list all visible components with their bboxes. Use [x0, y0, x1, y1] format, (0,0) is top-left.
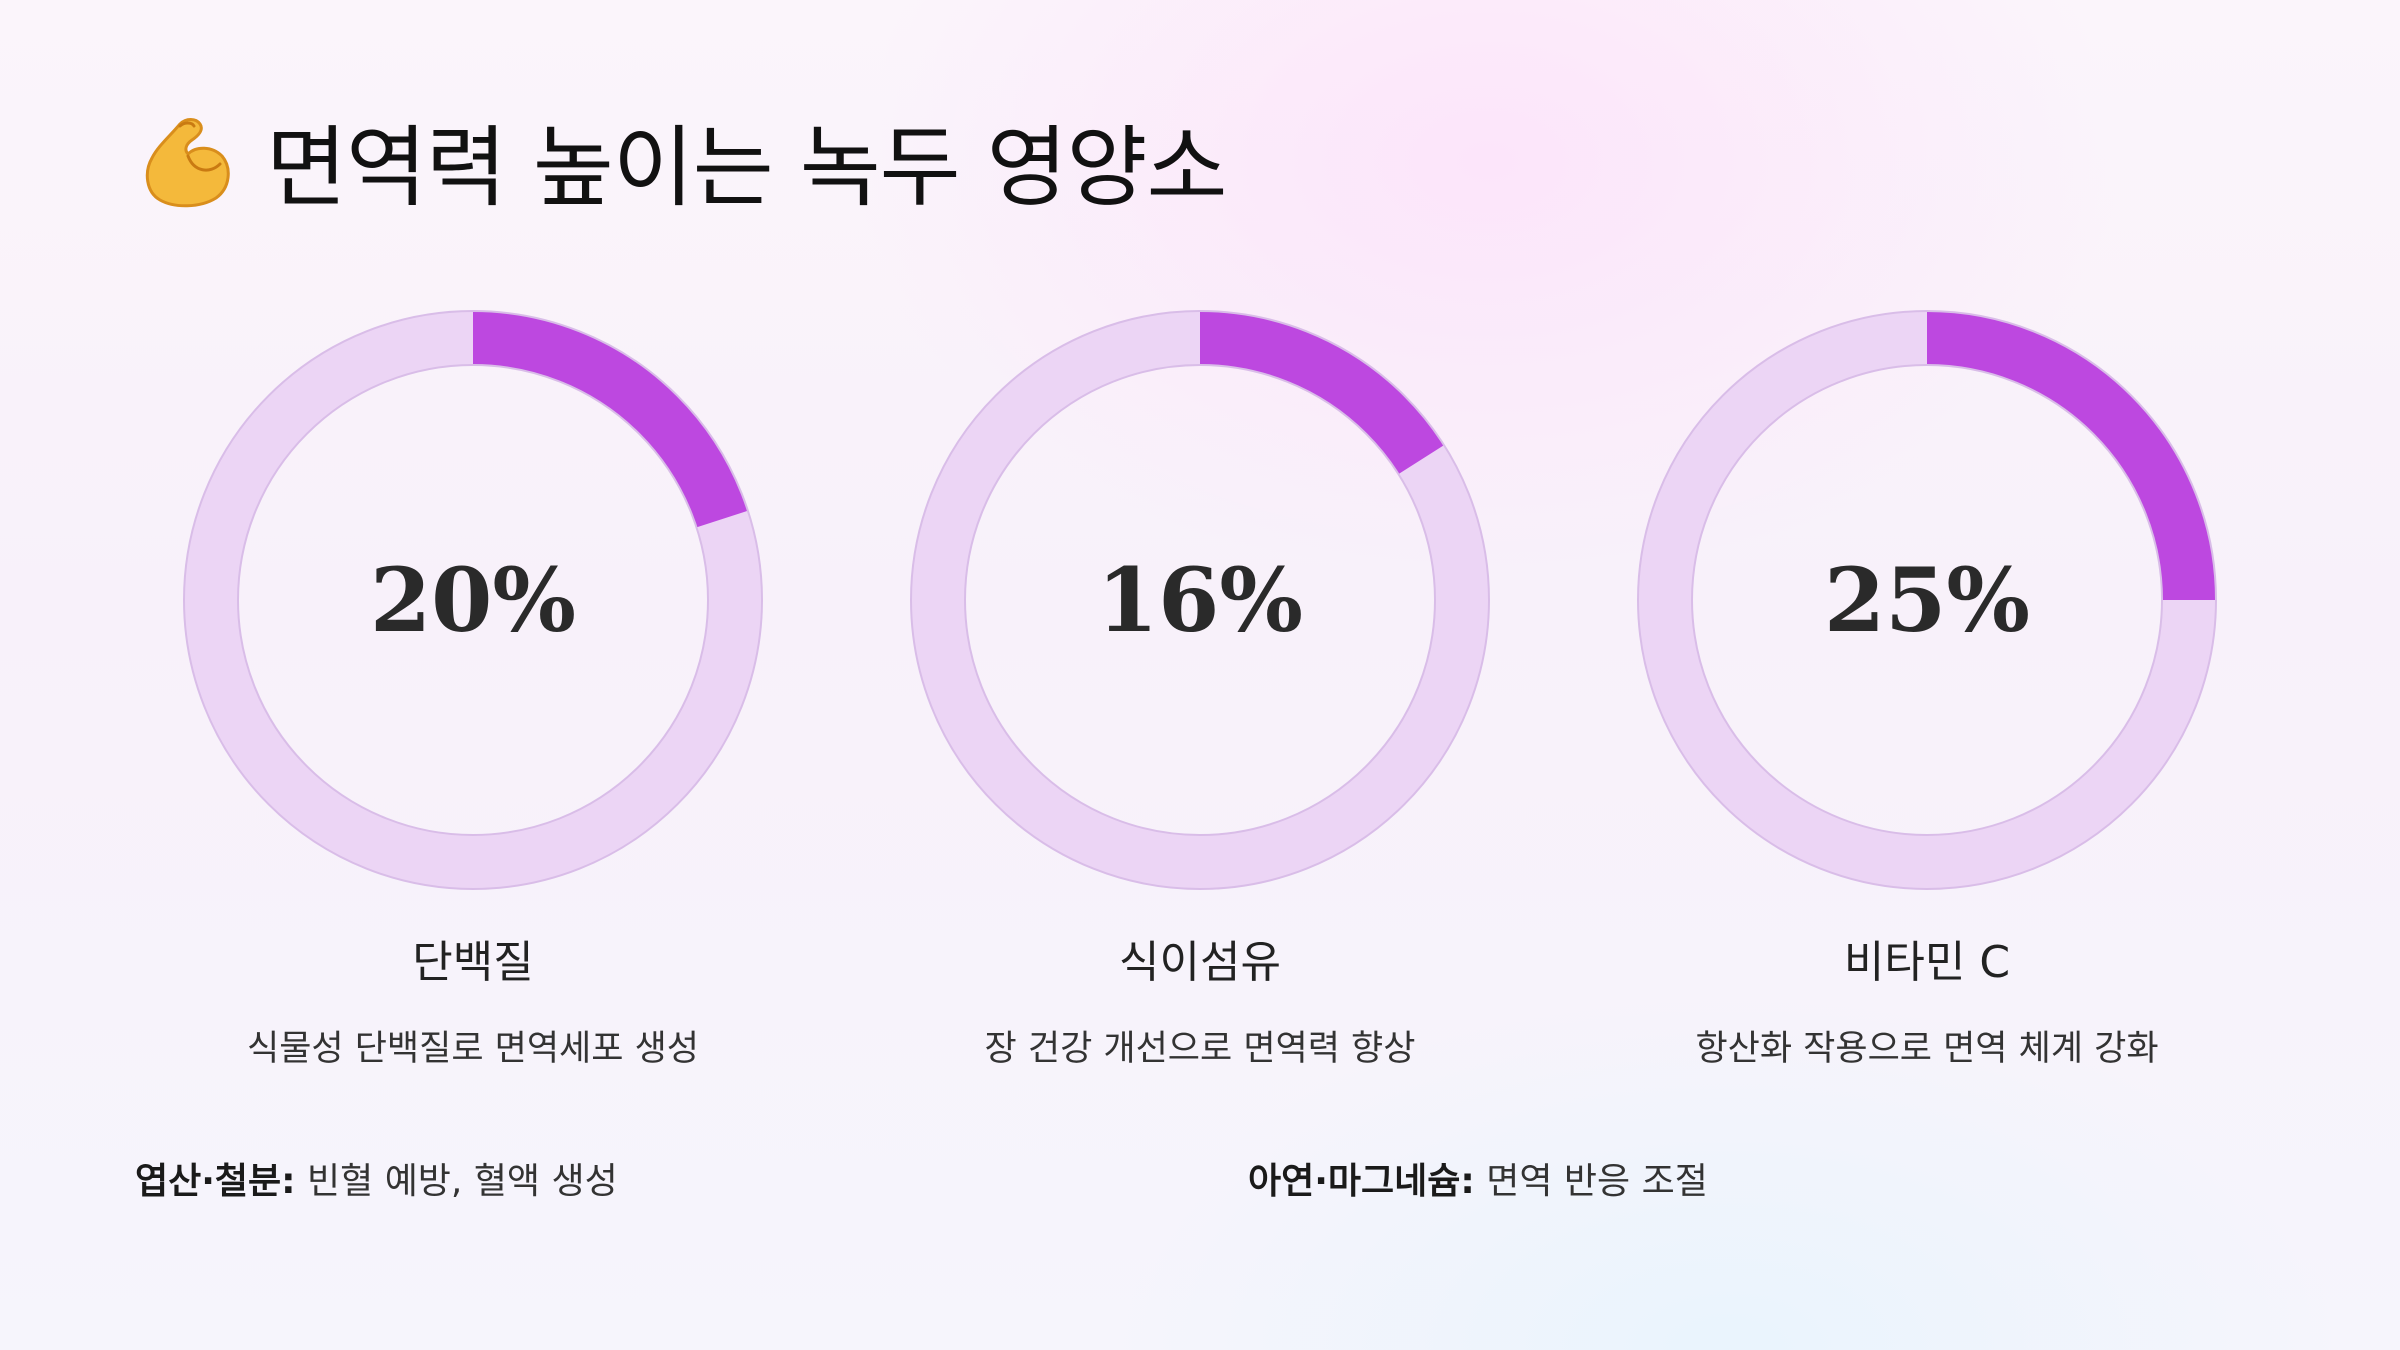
nutrient-name: 단백질 — [412, 937, 534, 988]
footnote-label: 아연·마그네슘: — [1248, 1161, 1475, 1202]
nutrient-name: 식이섬유 — [1119, 937, 1281, 988]
donut-value-label: 20% — [370, 548, 576, 652]
nutrient-card-fiber: 16% 식이섬유 장 건강 개선으로 면역력 향상 — [900, 300, 1500, 1071]
nutrient-name: 비타민 C — [1843, 937, 2011, 988]
donut-chart-protein: 20% — [183, 310, 763, 890]
footnote-text: 면역 반응 조절 — [1474, 1161, 1708, 1202]
page-title: 면역력 높이는 녹두 영양소 — [140, 100, 1227, 220]
donut-value-label: 16% — [1097, 548, 1303, 652]
nutrient-description: 식물성 단백질로 면역세포 생성 — [247, 1029, 699, 1069]
donut-value-arc — [184, 311, 762, 889]
donut-value-label: 25% — [1824, 548, 2030, 652]
donut-inner-edge — [237, 364, 709, 836]
donut-value-arc — [1638, 311, 2216, 889]
nutrient-card-protein: 20% 단백질 식물성 단백질로 면역세포 생성 — [173, 300, 773, 1071]
donut-outer-edge — [1637, 310, 2217, 890]
donut-chart-vitamin-c: 25% — [1637, 310, 2217, 890]
donut-value-arc — [911, 311, 1489, 889]
nutrient-description: 항산화 작용으로 면역 체계 강화 — [1695, 1029, 2159, 1069]
flexed-biceps-icon — [145, 118, 230, 208]
donut-outer-edge — [910, 310, 1490, 890]
footnote-folate-iron: 엽산·철분: 빈혈 예방, 혈액 생성 — [135, 1152, 618, 1204]
donut-chart-fiber: 16% — [910, 310, 1490, 890]
title-text: 면역력 높이는 녹두 영양소 — [266, 115, 1227, 219]
donut-outer-edge — [183, 310, 763, 890]
nutrient-description: 장 건강 개선으로 면역력 향상 — [984, 1029, 1416, 1069]
nutrient-card-vitamin-c: 25% 비타민 C 항산화 작용으로 면역 체계 강화 — [1627, 300, 2227, 1071]
donut-inner-edge — [964, 364, 1436, 836]
footnote-text: 빈혈 예방, 혈액 생성 — [295, 1161, 618, 1202]
footnote-label: 엽산·철분: — [135, 1161, 296, 1202]
footnote-zinc-magnesium: 아연·마그네슘: 면역 반응 조절 — [1248, 1152, 1708, 1204]
donut-inner-edge — [1691, 364, 2163, 836]
